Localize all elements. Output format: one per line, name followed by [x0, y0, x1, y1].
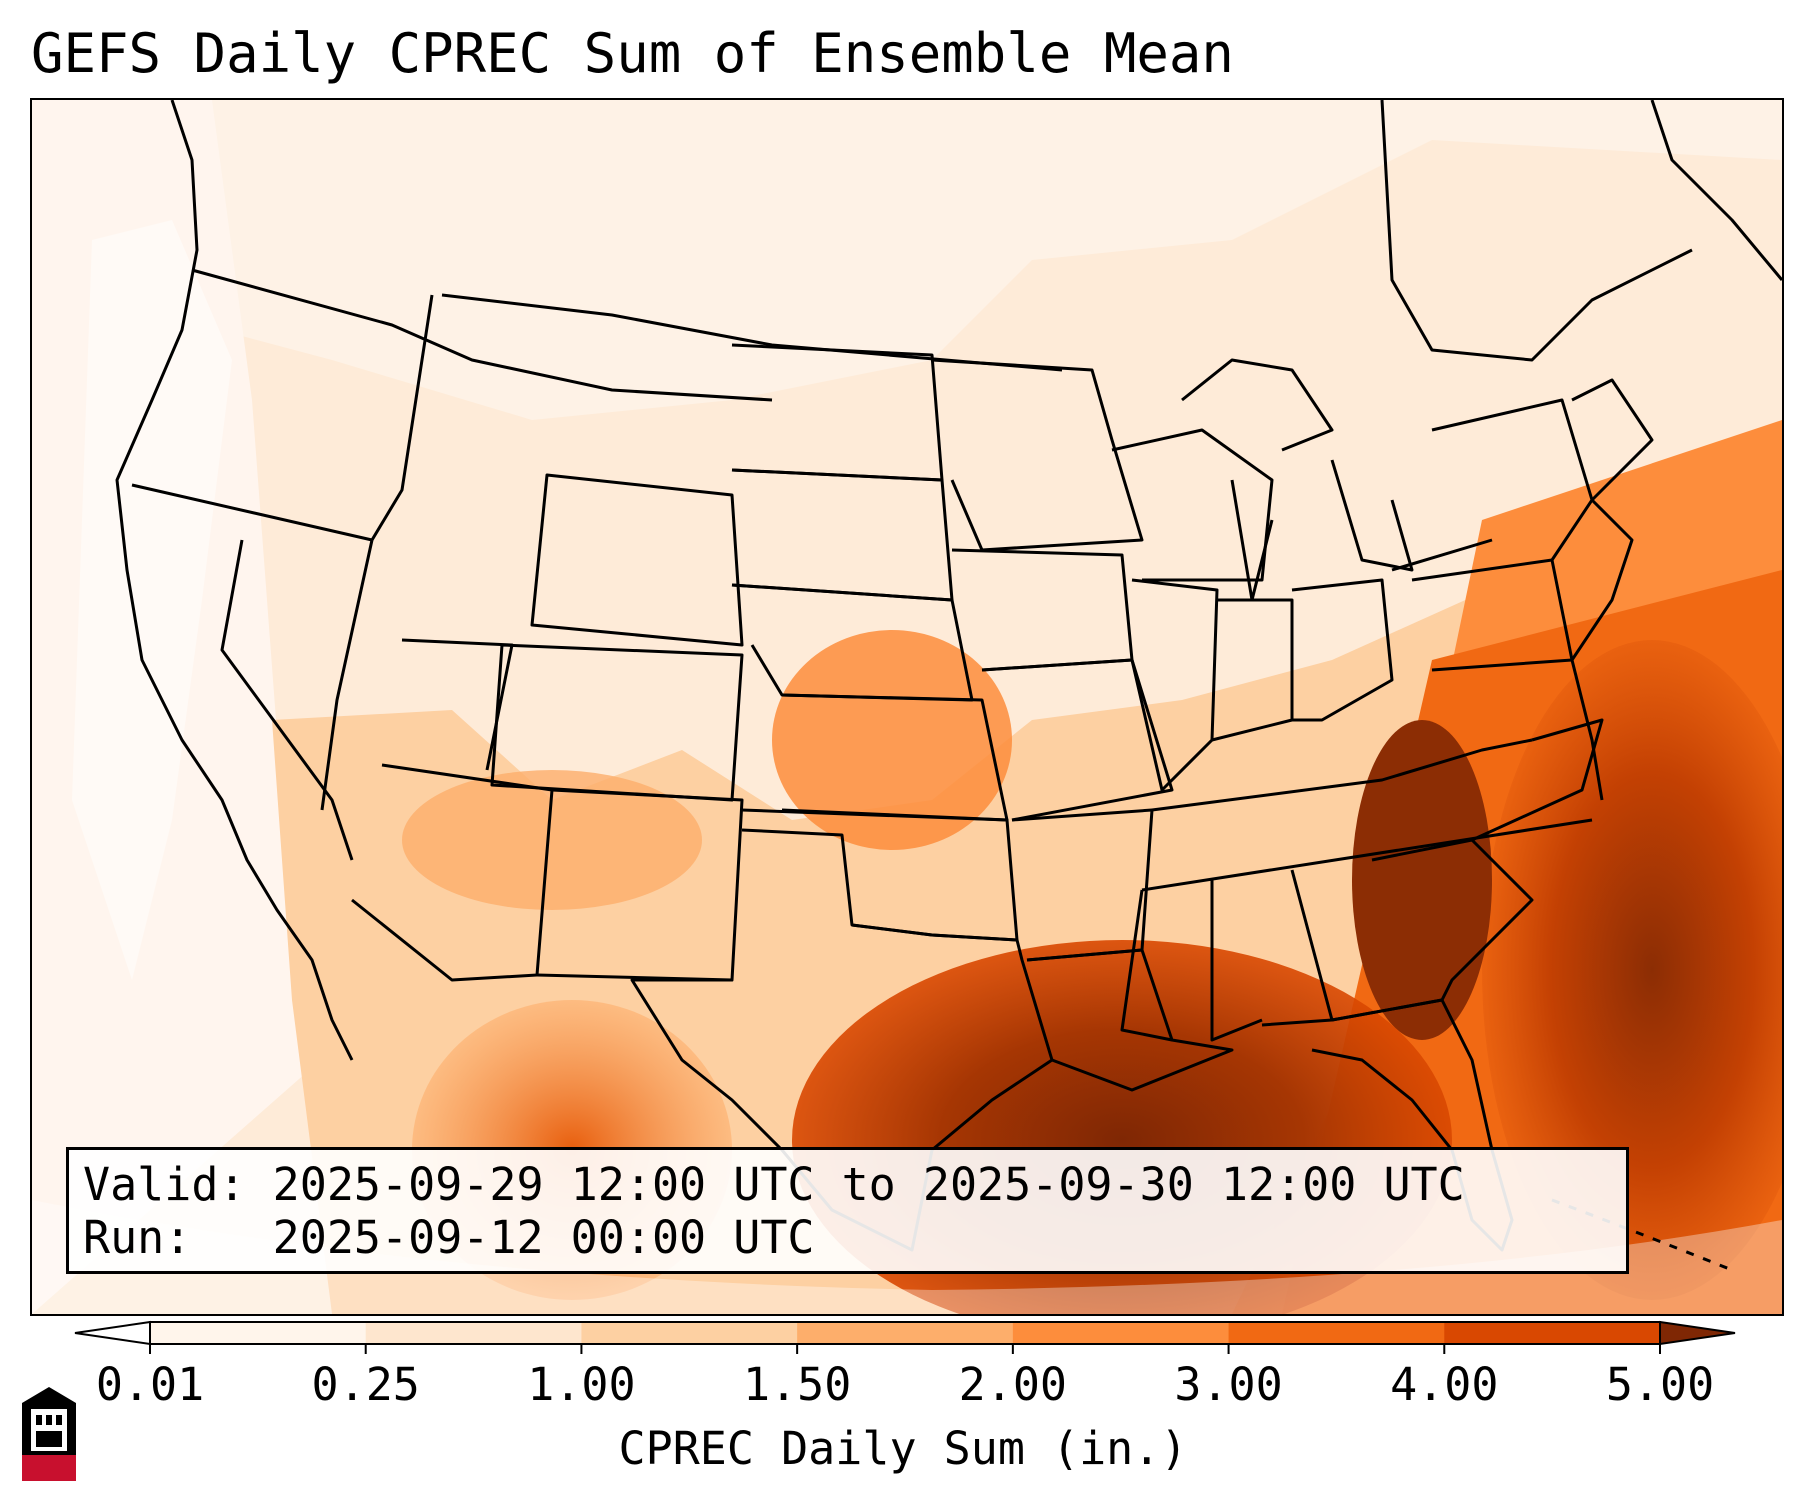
alabama [1210, 880, 1263, 1042]
tn-south-border [1141, 818, 1593, 892]
pennsylvania [1411, 558, 1574, 672]
colorbar-under-extend [74, 1320, 151, 1346]
colorbar [74, 1320, 1736, 1354]
light-north-field [32, 100, 1782, 420]
new-mexico [536, 788, 744, 982]
new-england [1571, 378, 1654, 502]
minnesota [931, 358, 1144, 552]
boundaries [115, 100, 1782, 1272]
canada-coast [1650, 100, 1782, 281]
colorbar-tick-label: 0.01 [95, 1358, 205, 1411]
indiana [1211, 598, 1294, 742]
lake-michigan [1230, 479, 1274, 602]
valid-row: Valid: 2025-09-29 12:00 UTC to 2025-09-3… [83, 1158, 1614, 1211]
colorbar-segment [1012, 1322, 1230, 1344]
or-ca-border [131, 483, 373, 542]
plains-field [772, 630, 1012, 850]
colorbar-over-extend [1659, 1320, 1736, 1346]
colorbar-tick-label: 4.00 [1390, 1358, 1499, 1411]
colorbar-segment [797, 1322, 1014, 1344]
colorbar-tick-label: 2.00 [958, 1358, 1068, 1411]
run-row: Run: 2025-09-12 00:00 UTC [83, 1211, 1614, 1264]
wyoming [530, 473, 744, 647]
colorbar-segment [365, 1322, 582, 1344]
ca-nv-border [220, 539, 354, 861]
lake-erie [1391, 538, 1493, 572]
colorbar-segment [150, 1322, 367, 1344]
new-york [1431, 398, 1594, 561]
colorbar-tick-label: 5.00 [1605, 1358, 1715, 1411]
lake-superior [1181, 358, 1334, 452]
valid-run-info: Valid: 2025-09-29 12:00 UTC to 2025-09-3… [66, 1147, 1629, 1274]
north-carolina [1471, 718, 1604, 842]
nv-ut-border [320, 539, 374, 811]
se-coast-max-field [1352, 720, 1492, 1040]
colorbar-tick-label: 3.00 [1174, 1358, 1283, 1411]
mississippi [1120, 889, 1173, 1042]
valid-value: 2025-09-29 12:00 UTC to 2025-09-30 12:00… [272, 1158, 1465, 1211]
pacific-white-field [72, 220, 232, 980]
utah [401, 638, 514, 771]
pacific-coast [115, 100, 354, 1061]
atlantic-max-field [1482, 640, 1782, 1300]
chart-title: GEFS Daily CPREC Sum of Ensemble Mean [31, 22, 1234, 85]
colorbar-outline [149, 1321, 1661, 1345]
colorbar-segment [1228, 1322, 1445, 1344]
colorbar-label: CPREC Daily Sum (in.) [618, 1422, 1188, 1475]
atlantic-coast [1570, 498, 1634, 801]
precip-map [30, 98, 1784, 1316]
wisconsin [1111, 428, 1274, 582]
colorbar-segment [1444, 1322, 1661, 1344]
louisiana [1026, 948, 1234, 1092]
colorbar-tick-label: 1.00 [527, 1358, 636, 1411]
valid-label: Valid: [83, 1158, 246, 1211]
hudson-region [1380, 100, 1693, 362]
southwest-field [402, 770, 702, 910]
south-carolina [1371, 838, 1534, 1001]
missouri [981, 658, 1174, 822]
run-value: 2025-09-12 00:00 UTC [272, 1211, 815, 1264]
colorbar-tick-label: 1.50 [742, 1358, 852, 1411]
niu-logo [22, 1387, 76, 1481]
mt-north-border [441, 293, 1063, 372]
colorbar-tick-label: 0.25 [311, 1358, 420, 1411]
run-label: Run: [83, 1211, 192, 1264]
precip-map-svg [32, 100, 1782, 1314]
tn-ky-border [1151, 738, 1533, 812]
colorbar-segment [581, 1322, 798, 1344]
ohio [1291, 578, 1394, 722]
wa-or-border [191, 268, 773, 402]
projection-edge [32, 1200, 1782, 1314]
id-border [370, 294, 434, 541]
lake-huron [1330, 459, 1414, 572]
